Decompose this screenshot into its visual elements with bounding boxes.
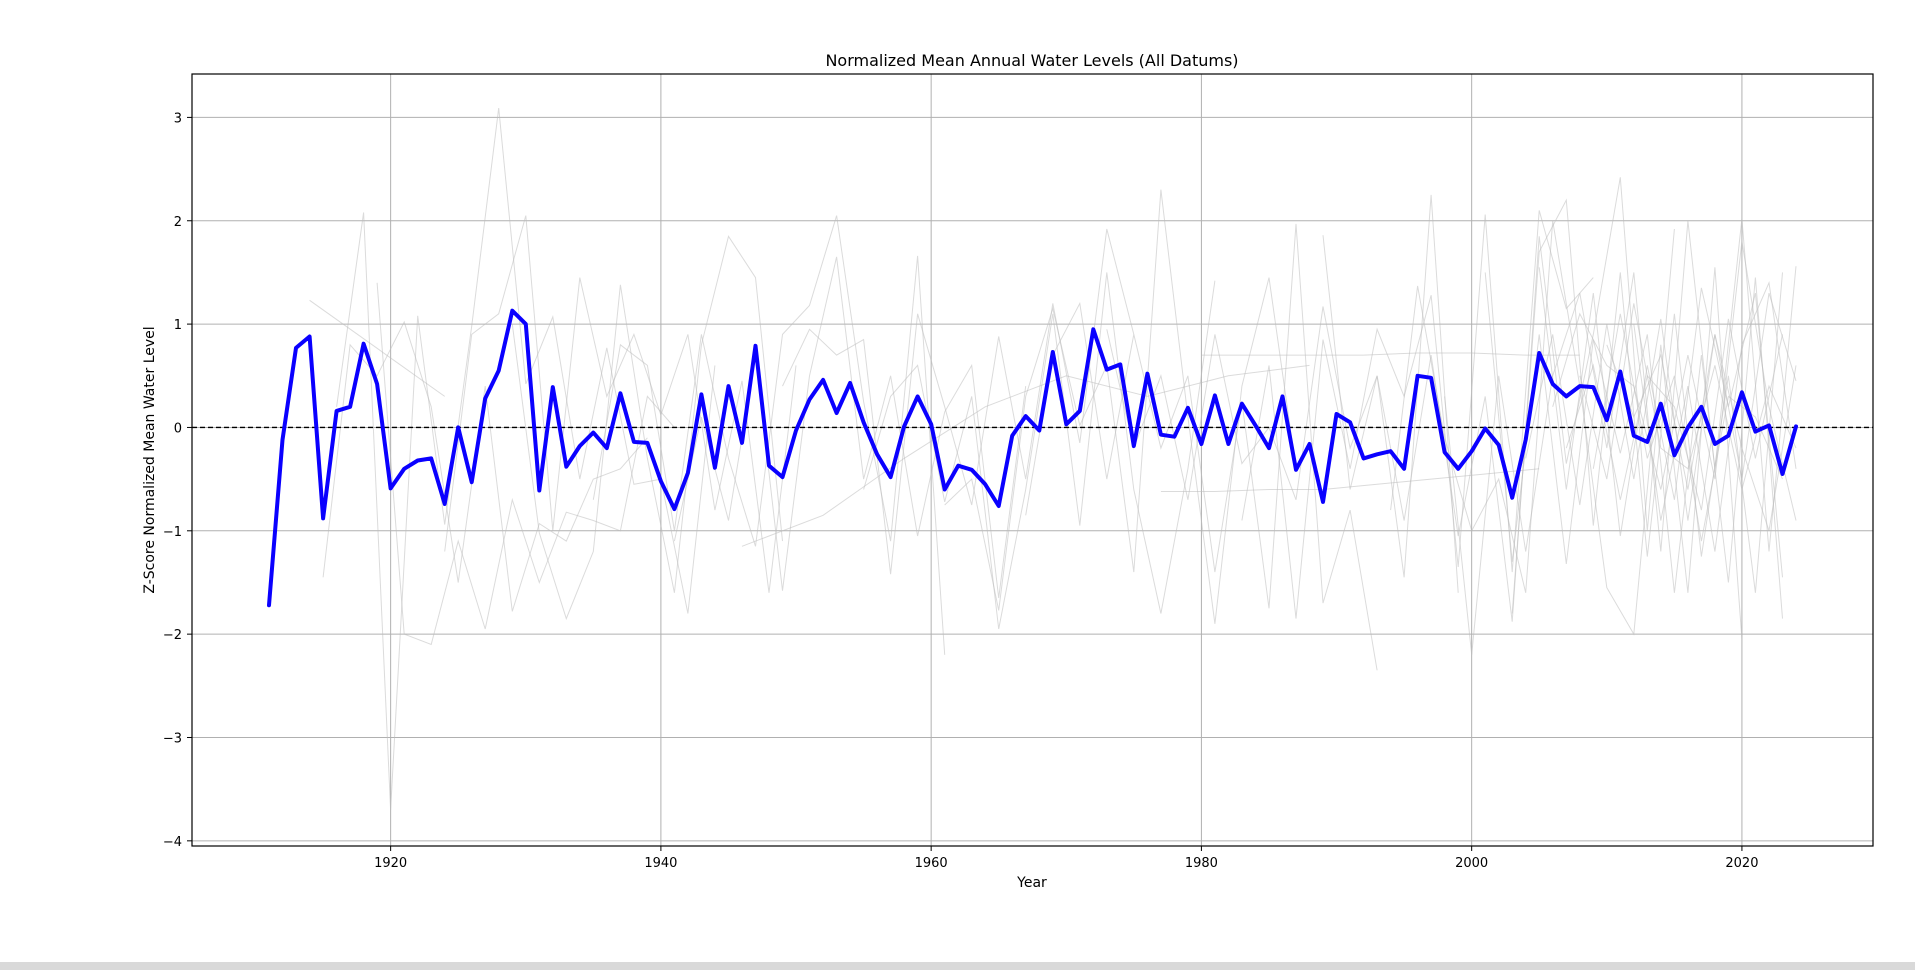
datum-series-line [376,282,675,646]
x-tick-label: 2000 [1455,856,1488,871]
datum-series-line [1538,267,1783,578]
datum-series-line [322,320,648,612]
datum-series-line [592,215,946,655]
datum-series-line [1390,220,1743,640]
datum-series-line [1579,303,1797,490]
datum-series-line [944,189,1297,624]
y-axis-label: Z-Score Normalized Mean Water Level [142,326,158,593]
datum-series-line [336,108,716,810]
datum-series-line [1241,210,1594,619]
datum-series-line [673,256,1027,599]
x-tick-label: 1980 [1185,856,1218,871]
y-tick-label: 1 [174,318,182,333]
datum-series-line [309,299,445,397]
datum-series-line [1201,352,1580,356]
x-tick-label: 2020 [1725,856,1758,871]
datum-series-line [782,228,1135,575]
datum-series-line [1025,223,1378,671]
y-tick-label: 3 [174,111,182,126]
datum-series-line [1511,198,1783,614]
datum-series-line [1444,218,1797,655]
datum-series-line [511,235,783,621]
individual-datum-series [309,108,1797,810]
y-axis-ticks: 3 2 1 0 −1 −2 −3 −4 [163,111,192,850]
y-tick-label: −2 [163,628,182,643]
y-tick-label: 2 [174,215,182,230]
x-tick-label: 1920 [374,856,407,871]
y-tick-label: −1 [163,525,182,540]
datum-series-line [1633,280,1797,552]
mean-series-line [267,308,1798,608]
x-tick-label: 1940 [644,856,677,871]
datum-series-line [863,272,1216,630]
x-tick-label: 1960 [915,856,948,871]
datum-series-line [444,215,797,593]
x-axis-ticks: 1920 1940 1960 1980 2000 2020 [374,846,1758,871]
plot-frame [191,73,1874,847]
y-tick-label: −3 [163,731,182,746]
x-axis-label: Year [1016,875,1047,891]
datum-series-line [1322,177,1675,622]
y-tick-label: 0 [174,421,182,436]
window-bottom-bar [0,962,1915,970]
y-tick-label: −4 [163,835,182,850]
datum-series-line [741,364,1310,547]
datum-series-line [1106,194,1459,593]
chart-title: Normalized Mean Annual Water Levels (All… [825,51,1238,70]
